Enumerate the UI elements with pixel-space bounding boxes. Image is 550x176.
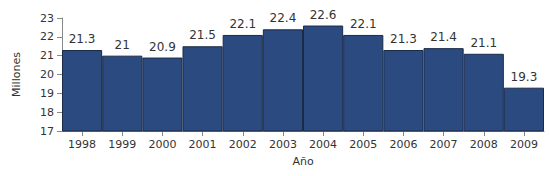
svg-text:20.9: 20.9	[149, 40, 176, 54]
svg-text:21.5: 21.5	[189, 28, 216, 42]
svg-text:2003: 2003	[269, 138, 297, 151]
svg-text:2000: 2000	[148, 138, 176, 151]
svg-text:Millones: Millones	[10, 52, 23, 97]
svg-text:21: 21	[40, 49, 54, 62]
svg-text:2004: 2004	[309, 138, 337, 151]
svg-text:22.1: 22.1	[350, 17, 377, 31]
svg-text:18: 18	[40, 106, 54, 119]
svg-text:22.4: 22.4	[270, 11, 297, 25]
svg-text:1999: 1999	[108, 138, 136, 151]
svg-text:Año: Año	[292, 155, 313, 168]
svg-text:20: 20	[40, 68, 54, 81]
svg-text:22.1: 22.1	[229, 17, 256, 31]
svg-text:21.3: 21.3	[69, 32, 96, 46]
svg-text:22: 22	[40, 30, 54, 43]
svg-text:21.4: 21.4	[430, 30, 457, 44]
svg-text:2006: 2006	[389, 138, 417, 151]
svg-text:21.1: 21.1	[470, 36, 497, 50]
svg-text:17: 17	[40, 125, 54, 138]
svg-text:2001: 2001	[189, 138, 217, 151]
svg-text:22.6: 22.6	[310, 8, 337, 22]
svg-text:2005: 2005	[349, 138, 377, 151]
svg-text:2007: 2007	[430, 138, 458, 151]
svg-text:21.3: 21.3	[390, 32, 417, 46]
svg-text:2008: 2008	[470, 138, 498, 151]
svg-text:2009: 2009	[510, 138, 538, 151]
svg-text:2002: 2002	[229, 138, 257, 151]
svg-text:21: 21	[115, 38, 130, 52]
svg-text:23: 23	[40, 12, 54, 25]
svg-text:19: 19	[40, 87, 54, 100]
svg-text:19.3: 19.3	[511, 70, 538, 84]
svg-text:1998: 1998	[68, 138, 96, 151]
